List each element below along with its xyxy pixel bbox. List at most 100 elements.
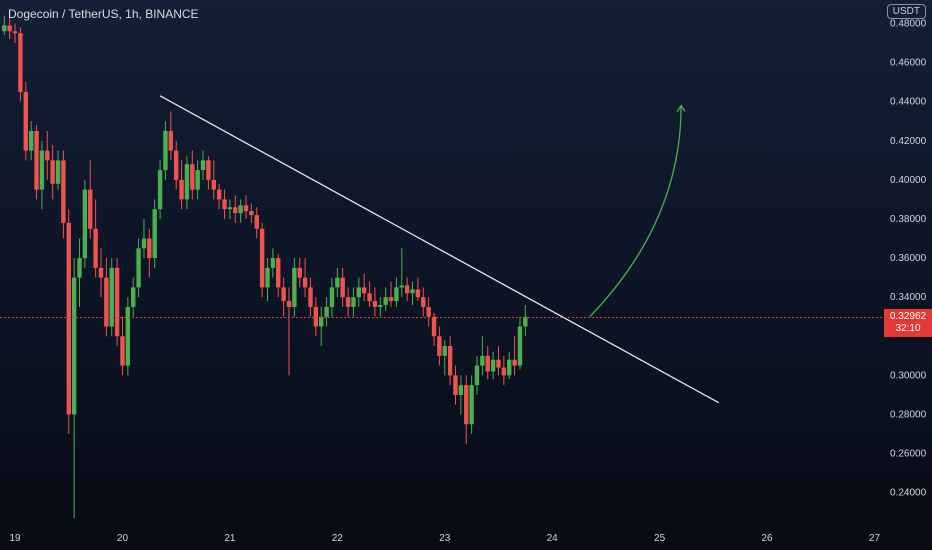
currency-badge[interactable]: USDT (886, 4, 926, 19)
candle-body (50, 160, 55, 184)
candle-body (125, 306, 131, 366)
candle-body (157, 170, 163, 210)
y-tick-label: 0.28000 (890, 409, 927, 420)
candle-body (28, 130, 34, 151)
candle-body (34, 130, 39, 190)
candle-body (104, 277, 109, 327)
candle-body (18, 33, 23, 92)
candle-body (404, 285, 410, 294)
candle-body (399, 285, 404, 288)
candle-body (23, 91, 28, 151)
y-tick-label: 0.38000 (890, 214, 927, 225)
y-tick-label: 0.24000 (890, 488, 927, 499)
candle-body (464, 385, 469, 425)
y-tick-label: 0.48000 (890, 18, 927, 29)
last-price-value: 0.32962 (889, 311, 927, 323)
x-tick-label: 25 (654, 533, 666, 544)
candle-body (216, 189, 222, 200)
candle-body (453, 375, 458, 395)
candle-body (383, 297, 388, 305)
x-tick-label: 23 (439, 533, 451, 544)
candle-body (2, 25, 7, 32)
trendline[interactable] (159, 95, 720, 404)
candles-layer (2, 11, 528, 519)
candle-body (147, 238, 152, 259)
candle-body (88, 189, 93, 229)
candle-body (297, 267, 302, 278)
candle-body (501, 367, 507, 376)
candle-body (200, 160, 206, 171)
y-tick-label: 0.36000 (890, 253, 927, 264)
candle-body (394, 287, 399, 302)
candle-body (265, 267, 270, 288)
candle-body (415, 289, 421, 298)
candle-body (523, 316, 528, 327)
candle-body (507, 359, 512, 376)
candle-body (447, 346, 453, 376)
candle-body (421, 297, 426, 307)
x-tick-label: 27 (869, 533, 881, 544)
x-tick-label: 20 (117, 533, 129, 544)
candle-body (319, 316, 324, 327)
candle-body (458, 385, 464, 395)
candle-body (179, 179, 184, 200)
candle-body (254, 215, 259, 229)
candle-body (474, 365, 480, 386)
candle-body (7, 25, 12, 32)
candle-body (12, 31, 18, 34)
candle-body (308, 287, 313, 307)
candle-body (71, 277, 77, 415)
candle-body (195, 170, 200, 190)
candle-body (469, 385, 474, 425)
candle-body (410, 289, 415, 294)
candle-body (340, 277, 345, 298)
candle-body (109, 267, 114, 327)
y-tick-label: 0.34000 (890, 292, 927, 303)
candle-body (152, 209, 157, 259)
candle-body (131, 287, 136, 307)
candle-body (39, 150, 45, 190)
candle-body (496, 359, 501, 368)
candle-body (141, 238, 147, 249)
candle-body (98, 267, 104, 278)
x-tick-label: 21 (224, 533, 236, 544)
candle-body (517, 326, 523, 366)
candle-body (313, 306, 319, 327)
candle-body (45, 150, 50, 161)
candle-body (211, 179, 216, 190)
projection-arrow[interactable] (589, 104, 686, 318)
candle-body (173, 150, 179, 180)
candle-body (77, 258, 82, 278)
candle-body (233, 207, 238, 214)
candle-body (286, 301, 292, 307)
candle-body (324, 306, 329, 317)
candle-body (238, 205, 243, 214)
x-tick-label: 22 (332, 533, 344, 544)
candle-body (270, 258, 276, 268)
symbol-title[interactable]: Dogecoin / TetherUS, 1h, BINANCE (8, 7, 199, 21)
y-tick-label: 0.46000 (890, 58, 927, 69)
y-tick-label: 0.30000 (890, 370, 927, 381)
candle-body (61, 160, 66, 223)
candle-body (367, 293, 372, 302)
x-axis[interactable]: 19 20 21 22 23 24 25 26 27 (9, 533, 880, 544)
candle-body (345, 297, 351, 307)
candle-body (437, 336, 442, 356)
y-tick-label: 0.44000 (890, 97, 927, 108)
candle-body (168, 130, 174, 151)
candle-body (512, 359, 517, 366)
candle-body (329, 287, 335, 307)
candle-body (114, 267, 120, 337)
candle-body (490, 359, 496, 372)
bar-countdown: 32:10 (895, 323, 921, 335)
candle-body (302, 277, 308, 288)
candle-body (136, 248, 141, 288)
candle-body (292, 267, 297, 307)
candle-body (206, 160, 211, 180)
candle-body (227, 207, 233, 210)
y-axis[interactable]: 0.48000 0.46000 0.44000 0.42000 0.40000 0.380… (890, 18, 927, 498)
candle-body (356, 287, 362, 298)
candle-body (66, 222, 71, 415)
candle-body (431, 316, 437, 337)
